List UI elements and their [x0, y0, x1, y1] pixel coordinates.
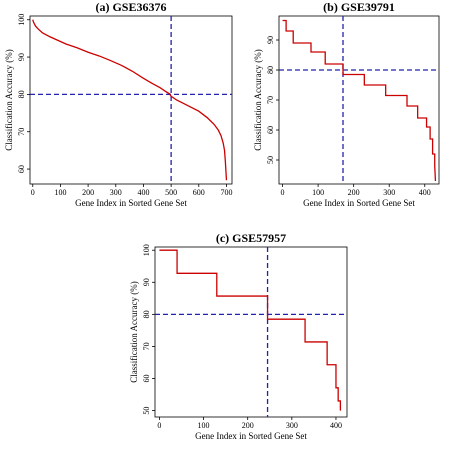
x-tick-label: 0 — [31, 188, 35, 197]
x-tick-label: 300 — [110, 188, 122, 197]
x-tick-label: 400 — [419, 188, 431, 197]
y-tick-label: 80 — [17, 90, 26, 98]
plot-frame — [154, 246, 348, 418]
y-tick-label: 100 — [17, 14, 26, 26]
y-tick-label: 50 — [142, 407, 151, 415]
y-tick-label: 60 — [142, 375, 151, 383]
x-tick-label: 0 — [281, 188, 285, 197]
x-tick-label: 400 — [330, 421, 342, 430]
y-axis-label: Classification Accuracy (%) — [4, 49, 14, 150]
x-tick-label: 500 — [165, 188, 177, 197]
accuracy-curve — [159, 249, 342, 411]
chart-panel-a: (a) GSE36376 0 100 200 300 400 500 600 700 60 70 80… — [4, 0, 232, 208]
chart-panel-b: (b) GSE39791 0 100 200 300 400 50 60 70 80 90 Gene … — [253, 0, 440, 208]
plot-frame — [278, 15, 440, 185]
x-tick-label: 600 — [193, 188, 205, 197]
x-axis-label: Gene Index in Sorted Gene Set — [75, 198, 187, 208]
x-tick-label: 200 — [242, 421, 254, 430]
x-tick-label: 100 — [198, 421, 210, 430]
y-tick-label: 90 — [142, 278, 151, 286]
x-tick-label: 100 — [312, 188, 324, 197]
y-tick-label: 60 — [266, 126, 275, 134]
y-tick-label: 90 — [266, 36, 275, 44]
x-tick-label: 300 — [383, 188, 395, 197]
x-axis-label: Gene Index in Sorted Gene Set — [195, 431, 307, 441]
y-tick-label: 100 — [142, 244, 151, 256]
x-tick-label: 300 — [286, 421, 298, 430]
y-tick-label: 70 — [17, 128, 26, 136]
x-axis-label: Gene Index in Sorted Gene Set — [303, 198, 415, 208]
chart-title: (a) GSE36376 — [95, 0, 166, 14]
y-tick-label: 70 — [266, 96, 275, 104]
x-tick-label: 100 — [54, 188, 66, 197]
chart-title: (b) GSE39791 — [323, 0, 395, 14]
accuracy-curve — [32, 19, 228, 181]
x-tick-label: 700 — [220, 188, 232, 197]
x-tick-label: 200 — [348, 188, 360, 197]
y-tick-label: 60 — [17, 165, 26, 173]
y-axis-label: Classification Accuracy (%) — [129, 281, 139, 382]
accuracy-curve — [282, 19, 437, 182]
y-tick-label: 80 — [266, 66, 275, 74]
x-tick-label: 400 — [137, 188, 149, 197]
x-tick-label: 0 — [157, 421, 161, 430]
y-axis-label: Classification Accuracy (%) — [253, 49, 263, 150]
chart-title: (c) GSE57957 — [216, 231, 286, 245]
y-tick-label: 70 — [142, 342, 151, 350]
x-tick-label: 200 — [82, 188, 94, 197]
plot-frame — [29, 15, 233, 185]
y-tick-label: 50 — [266, 156, 275, 164]
y-tick-label: 80 — [142, 310, 151, 318]
y-tick-label: 90 — [17, 53, 26, 61]
